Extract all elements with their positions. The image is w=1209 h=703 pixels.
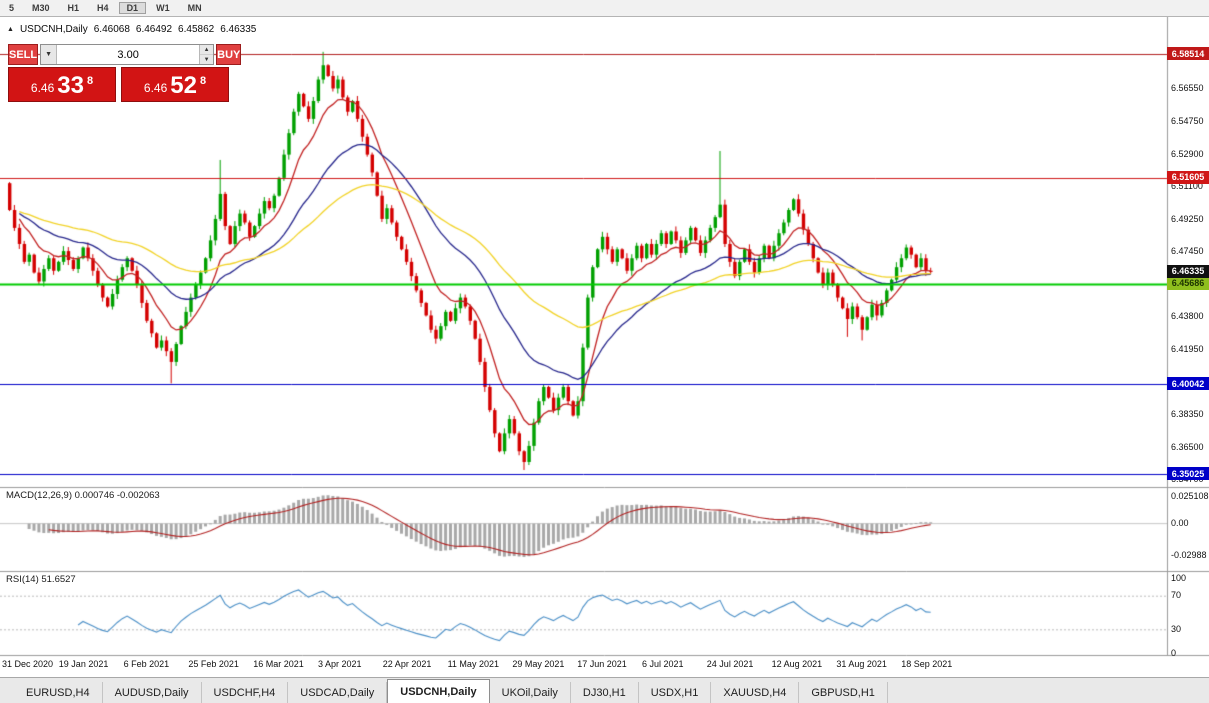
price-tick-label: 6.38350 [1171, 408, 1204, 419]
price-tick-label: 6.43800 [1171, 311, 1204, 322]
tab-audusd-daily[interactable]: AUDUSD,Daily [103, 682, 202, 703]
timeframe-button-w1[interactable]: W1 [156, 3, 170, 13]
date-label: 11 May 2021 [447, 659, 499, 669]
sell-price-box[interactable]: 6.46 33 8 [8, 67, 116, 102]
high-value: 6.46492 [135, 24, 173, 35]
price-tick-label: 6.47450 [1171, 246, 1204, 256]
buy-price-sup: 8 [199, 75, 207, 87]
rsi-scale-label: 0 [1171, 648, 1177, 658]
volume-input[interactable] [57, 45, 200, 64]
rsi-indicator-label: RSI(14) 51.6527 [6, 574, 76, 585]
tab-usdcnh-daily[interactable]: USDCNH,Daily [387, 679, 490, 703]
price-tick-label: 6.41950 [1171, 344, 1204, 355]
trade-controls-row: SELL ▼ ▲ ▼ BUY [8, 44, 242, 65]
rsi-scale-label: 70 [1171, 590, 1182, 601]
date-label: 6 Feb 2021 [123, 659, 170, 669]
price-tick-label: 6.49250 [1171, 213, 1204, 224]
price-badge-6.51605: 6.51605 [1167, 170, 1209, 184]
date-label: 12 Aug 2021 [771, 659, 823, 669]
price-tick-label: 6.51100 [1171, 180, 1203, 191]
price-tick-label: 6.36500 [1171, 441, 1204, 452]
price-tick-label: 6.54750 [1171, 115, 1204, 126]
one-click-trading-panel: SELL ▼ ▲ ▼ BUY 6.46 33 8 6.46 52 8 [8, 44, 242, 102]
open-value: 6.46068 [93, 24, 130, 35]
macd-indicator-label: MACD(12,26,9) 0.000746 -0.002063 [6, 490, 160, 501]
date-label: 29 May 2021 [512, 659, 565, 669]
volume-control: ▼ ▲ ▼ [40, 44, 215, 65]
date-label: 6 Jul 2021 [642, 659, 684, 669]
symbol-tab-bar: EURUSD,H4 AUDUSD,Daily USDCHF,H4 USDCAD,Dai… [0, 677, 1209, 703]
buy-price-box[interactable]: 6.46 52 8 [121, 67, 229, 102]
timeframe-button-5[interactable]: 5 [9, 3, 15, 13]
chart-ohlc-header: ▲ USDCNH,Daily 6.46068 6.46492 6.45862 6… [7, 24, 256, 35]
tab-eurusd-h4[interactable]: EURUSD,H4 [14, 682, 103, 703]
rsi-scale-label: 30 [1171, 623, 1182, 634]
date-label: 17 Jun 2021 [577, 659, 627, 669]
date-label: 22 Apr 2021 [382, 659, 432, 669]
tab-ukoil-daily[interactable]: UKOil,Daily [490, 682, 571, 703]
tab-usdx-h1[interactable]: USDX,H1 [639, 682, 712, 703]
timeframe-button-d1[interactable]: D1 [118, 2, 147, 14]
date-label: 24 Jul 2021 [706, 659, 754, 669]
volume-step-up-icon[interactable]: ▲ [200, 45, 214, 55]
sell-price-big: 33 [57, 72, 84, 99]
timeframe-button-h1[interactable]: H1 [67, 3, 80, 13]
macd-scale-label: -0.02988 [1171, 549, 1207, 560]
trade-prices-row: 6.46 33 8 6.46 52 8 [8, 67, 229, 102]
timeframe-button-m30[interactable]: M30 [32, 3, 50, 13]
date-label: 31 Dec 2020 [2, 659, 54, 669]
volume-step-down-icon[interactable]: ▼ [200, 55, 214, 64]
macd-scale-label: 0.00 [1171, 517, 1189, 528]
buy-price-base: 6.46 [143, 80, 168, 95]
buy-price-big: 52 [170, 72, 197, 99]
price-tick-label: 6.56550 [1171, 83, 1204, 94]
tab-xauusd-h4[interactable]: XAUUSD,H4 [711, 682, 800, 703]
buy-button[interactable]: BUY [216, 44, 242, 65]
date-label: 19 Jan 2021 [58, 659, 109, 669]
price-badge-6.35025: 6.35025 [1167, 467, 1209, 481]
price-badge-6.58514: 6.58514 [1167, 47, 1209, 61]
price-badge-6.40042: 6.40042 [1167, 377, 1209, 391]
low-value: 6.45862 [178, 24, 215, 35]
tab-usdchf-h4[interactable]: USDCHF,H4 [202, 682, 289, 703]
date-label: 25 Feb 2021 [188, 659, 239, 669]
price-tick-label: 6.52900 [1171, 148, 1204, 159]
date-label: 3 Apr 2021 [318, 659, 362, 669]
macd-scale-label: 0.025108 [1171, 490, 1209, 501]
timeframe-toolbar: 5 M30 H1 H4 D1 W1 MN [0, 0, 1209, 17]
symbol-period-label: USDCNH,Daily [19, 24, 88, 35]
sell-price-sup: 8 [86, 75, 94, 87]
timeframe-button-h4[interactable]: H4 [97, 3, 109, 13]
volume-dropdown-icon[interactable]: ▼ [41, 45, 58, 64]
tab-usdcad-daily[interactable]: USDCAD,Daily [288, 682, 388, 703]
rsi-scale-label: 100 [1171, 573, 1187, 583]
date-label: 31 Aug 2021 [836, 659, 887, 669]
sell-price-base: 6.46 [30, 80, 55, 95]
timeframe-button-mn[interactable]: MN [187, 3, 202, 13]
close-value: 6.46335 [220, 24, 257, 35]
collapse-arrow-icon[interactable]: ▲ [7, 26, 14, 33]
tab-dj30-h1[interactable]: DJ30,H1 [571, 682, 639, 703]
volume-stepper: ▲ ▼ [199, 45, 214, 64]
sell-button[interactable]: SELL [8, 44, 39, 65]
date-label: 16 Mar 2021 [253, 659, 304, 669]
price-badge-6.45686: 6.45686 [1167, 276, 1209, 290]
date-label: 18 Sep 2021 [901, 659, 953, 669]
current-price-badge: 6.46335 [1167, 264, 1209, 278]
tab-gbpusd-h1[interactable]: GBPUSD,H1 [799, 682, 888, 703]
price-chart-canvas[interactable] [0, 17, 1209, 677]
